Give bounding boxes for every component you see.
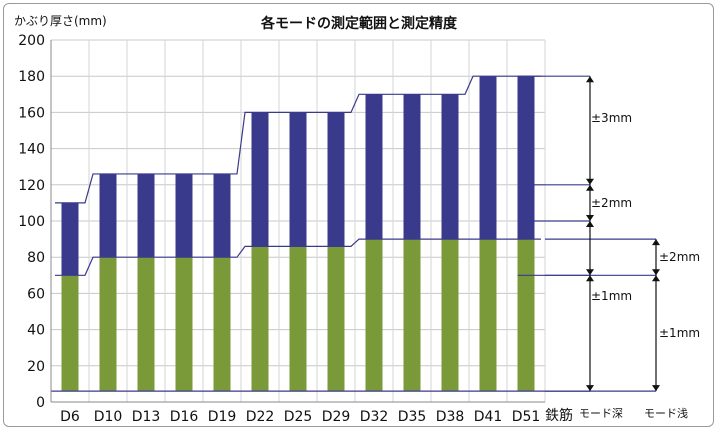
bar-shallow (137, 257, 155, 392)
x-tick-label: D51 (512, 409, 541, 425)
bar-shallow (99, 257, 117, 392)
bar-shallow (517, 239, 535, 392)
shallow-bracket-arrow-down (652, 385, 660, 392)
bar-deep (289, 112, 307, 247)
bar-deep (99, 173, 117, 258)
y-tick-label: 160 (18, 105, 45, 121)
x-tick-label: D32 (360, 409, 389, 425)
chart-svg: 各モードの測定範囲と測定精度 かぶり厚さ(mm) 鉄筋 ±3mm ±2mm ±1… (14, 14, 700, 425)
y-tick-label: 120 (18, 178, 45, 194)
shallow-bracket-arrow-up (652, 239, 660, 246)
bar-shallow (327, 246, 345, 392)
bar-deep (517, 76, 535, 240)
bar-deep (175, 173, 193, 258)
bar-deep (137, 173, 155, 258)
bar-shallow (251, 246, 269, 392)
deep-bracket-arrow-down (586, 215, 594, 221)
accuracy-deep-middle: ±2mm (591, 196, 632, 210)
x-tick-label: D10 (94, 409, 123, 425)
chart-frame: 各モードの測定範囲と測定精度 かぶり厚さ(mm) 鉄筋 ±3mm ±2mm ±1… (3, 3, 714, 427)
x-tick-label: D6 (60, 409, 80, 425)
chart-title: 各モードの測定範囲と測定精度 (260, 15, 458, 32)
bar-shallow (175, 257, 193, 392)
y-tick-label: 180 (18, 69, 45, 85)
shallow-bracket-arrow-up (652, 275, 660, 282)
bar-deep (327, 112, 345, 247)
deep-bracket-arrow-up (586, 221, 594, 227)
y-tick-label: 140 (18, 142, 45, 158)
deep-bracket-arrow-down (586, 178, 594, 185)
bars (61, 76, 535, 392)
accuracy-deep-upper: ±3mm (591, 111, 632, 125)
y-tick-label: 40 (27, 323, 45, 339)
shallow-boundary-line (55, 238, 541, 276)
boundary-lines (51, 75, 656, 392)
x-tick-label: D19 (208, 409, 237, 425)
x-tick-label: D35 (398, 409, 427, 425)
y-tick-label: 0 (36, 395, 45, 411)
y-tick-label: 20 (27, 359, 45, 375)
y-tick-label: 60 (27, 286, 45, 302)
deep-bracket-arrow-up (586, 184, 594, 191)
deep-bracket-arrow-up (586, 275, 594, 282)
y-tick-label: 80 (27, 250, 45, 266)
deep-bracket-arrow-down (586, 385, 594, 392)
bar-deep (441, 94, 459, 240)
deep-boundary-line (55, 75, 541, 204)
bar-shallow (213, 257, 231, 392)
bar-deep (365, 94, 383, 240)
x-tick-label: D29 (322, 409, 351, 425)
bar-shallow (403, 239, 421, 392)
bar-shallow (479, 239, 497, 392)
shallow-bracket-arrow-down (652, 269, 660, 276)
x-axis-label: 鉄筋 (545, 407, 573, 424)
x-tick-label: D16 (170, 409, 199, 425)
accuracy-shallow-upper: ±2mm (659, 250, 700, 264)
bar-shallow (289, 246, 307, 392)
y-tick-label: 100 (18, 214, 45, 230)
x-tick-label: D41 (474, 409, 503, 425)
bar-deep (403, 94, 421, 240)
deep-bracket-arrow-down (586, 269, 594, 276)
accuracy-shallow-lower: ±1mm (659, 326, 700, 340)
x-tick-label: D38 (436, 409, 465, 425)
bar-deep (61, 202, 79, 276)
bar-shallow (365, 239, 383, 392)
x-tick-label: D13 (132, 409, 161, 425)
y-tick-label: 200 (18, 33, 45, 49)
x-tick-label: D22 (246, 409, 275, 425)
bar-deep (479, 76, 497, 240)
bar-shallow (441, 239, 459, 392)
range-brackets (586, 76, 660, 392)
accuracy-deep-lower: ±1mm (591, 289, 632, 303)
deep-bracket-arrow-up (586, 76, 594, 83)
bar-deep (251, 112, 269, 247)
footer-label-deep: モード深 (579, 407, 623, 420)
axes: 0 20 40 60 80 100 120 140 160 180 200 D6 D10 D13 D16 D1… (18, 33, 545, 425)
bar-shallow (61, 275, 79, 392)
bar-deep (213, 173, 231, 258)
x-tick-label: D25 (284, 409, 313, 425)
y-axis-label: かぶり厚さ(mm) (14, 14, 107, 28)
footer-label-shallow: モード浅 (644, 407, 688, 420)
